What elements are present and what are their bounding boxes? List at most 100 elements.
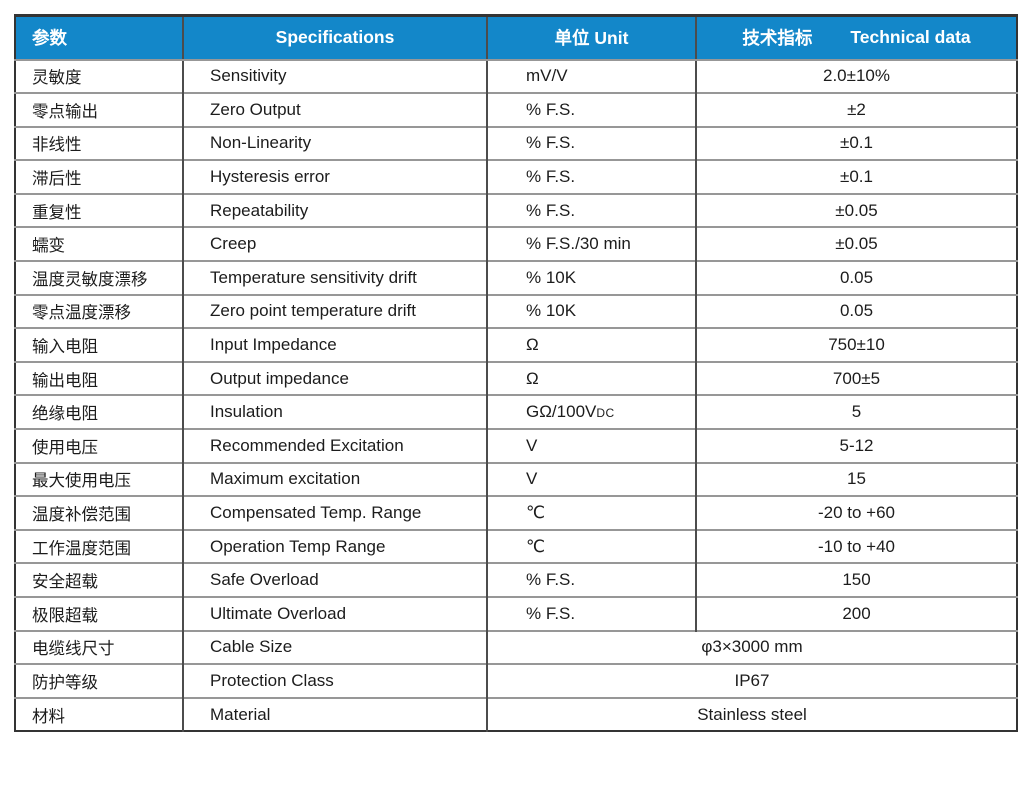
table-row: 极限超载 Ultimate Overload % F.S. 200 <box>15 596 1017 631</box>
header-technical-data: 技术指标 Technical data <box>695 15 1017 61</box>
specification-cell: Protection Class <box>182 663 487 698</box>
unit-cell: % 10K <box>486 293 696 329</box>
table-row: 防护等级 Protection Class IP67 <box>15 663 1017 698</box>
table-header: 参数 Specifications 单位 Unit 技术指标 Technical… <box>15 15 1017 61</box>
parameter-zh-cell: 安全超载 <box>15 562 183 597</box>
specification-cell: Sensitivity <box>182 58 487 94</box>
unit-cell: % F.S. <box>486 125 696 161</box>
table-row: 材料 Material Stainless steel <box>15 696 1017 732</box>
table-row: 最大使用电压 Maximum excitation V 15 <box>15 461 1017 497</box>
specification-cell: Creep <box>182 226 487 262</box>
parameter-zh-cell: 工作温度范围 <box>15 528 183 564</box>
specification-cell: Material <box>182 696 487 732</box>
technical-data-cell: 5-12 <box>695 428 1017 463</box>
header-parameter: 参数 <box>15 15 183 61</box>
table-row: 重复性 Repeatability % F.S. ±0.05 <box>15 192 1017 228</box>
table-row: 输入电阻 Input Impedance Ω 750±10 <box>15 327 1017 362</box>
specification-cell: Repeatability <box>182 192 487 228</box>
table-row: 输出电阻 Output impedance Ω 700±5 <box>15 360 1017 396</box>
unit-cell: % F.S. <box>486 192 696 228</box>
table-body: 灵敏度 Sensitivity mV/V 2.0±10% 零点输出 Zero O… <box>15 58 1017 732</box>
table-row: 滞后性 Hysteresis error % F.S. ±0.1 <box>15 159 1017 194</box>
parameter-zh-cell: 材料 <box>15 696 183 732</box>
parameter-zh-cell: 温度补偿范围 <box>15 495 183 530</box>
merged-value-cell: Stainless steel <box>486 696 1017 732</box>
unit-cell: ℃ <box>486 528 696 564</box>
merged-value-cell: φ3×3000 mm <box>486 629 1017 665</box>
technical-data-cell: 200 <box>695 596 1017 631</box>
table-row: 安全超载 Safe Overload % F.S. 150 <box>15 562 1017 597</box>
parameter-zh-cell: 温度灵敏度漂移 <box>15 260 183 295</box>
technical-data-cell: 2.0±10% <box>695 58 1017 94</box>
table-row: 温度灵敏度漂移 Temperature sensitivity drift % … <box>15 260 1017 295</box>
table-row: 绝缘电阻 Insulation GΩ/100VDC 5 <box>15 394 1017 430</box>
technical-data-cell: ±0.05 <box>695 226 1017 262</box>
unit-cell: Ω <box>486 327 696 362</box>
unit-cell: mV/V <box>486 58 696 94</box>
parameter-zh-cell: 零点输出 <box>15 92 183 127</box>
specification-cell: Safe Overload <box>182 562 487 597</box>
parameter-zh-cell: 蠕变 <box>15 226 183 262</box>
technical-data-cell: 5 <box>695 394 1017 430</box>
unit-cell: % F.S. <box>486 596 696 631</box>
merged-value-cell: IP67 <box>486 663 1017 698</box>
specification-cell: Compensated Temp. Range <box>182 495 487 530</box>
unit-cell: V <box>486 461 696 497</box>
technical-data-cell: 0.05 <box>695 260 1017 295</box>
parameter-zh-cell: 输出电阻 <box>15 360 183 396</box>
technical-data-cell: 750±10 <box>695 327 1017 362</box>
table-row: 温度补偿范围 Compensated Temp. Range ℃ -20 to … <box>15 495 1017 530</box>
technical-data-cell: ±0.1 <box>695 125 1017 161</box>
parameter-zh-cell: 重复性 <box>15 192 183 228</box>
parameter-zh-cell: 输入电阻 <box>15 327 183 362</box>
parameter-zh-cell: 零点温度漂移 <box>15 293 183 329</box>
specification-cell: Zero Output <box>182 92 487 127</box>
technical-data-cell: ±2 <box>695 92 1017 127</box>
header-specifications: Specifications <box>182 15 487 61</box>
parameter-zh-cell: 极限超载 <box>15 596 183 631</box>
specification-cell: Output impedance <box>182 360 487 396</box>
unit-cell: V <box>486 428 696 463</box>
table-row: 非线性 Non-Linearity % F.S. ±0.1 <box>15 125 1017 161</box>
unit-cell: % 10K <box>486 260 696 295</box>
technical-data-cell: 15 <box>695 461 1017 497</box>
parameter-zh-cell: 绝缘电阻 <box>15 394 183 430</box>
table-row: 零点温度漂移 Zero point temperature drift % 10… <box>15 293 1017 329</box>
parameter-zh-cell: 最大使用电压 <box>15 461 183 497</box>
parameter-zh-cell: 电缆线尺寸 <box>15 629 183 665</box>
technical-data-cell: ±0.05 <box>695 192 1017 228</box>
unit-cell: Ω <box>486 360 696 396</box>
unit-cell: % F.S./30 min <box>486 226 696 262</box>
table-header-row: 参数 Specifications 单位 Unit 技术指标 Technical… <box>15 15 1017 61</box>
technical-data-cell: -10 to +40 <box>695 528 1017 564</box>
parameter-zh-cell: 使用电压 <box>15 428 183 463</box>
table-row: 零点输出 Zero Output % F.S. ±2 <box>15 92 1017 127</box>
specification-cell: Recommended Excitation <box>182 428 487 463</box>
specification-cell: Cable Size <box>182 629 487 665</box>
header-technical-data-zh: 技术指标 <box>742 28 813 49</box>
specification-cell: Input Impedance <box>182 327 487 362</box>
unit-cell: % F.S. <box>486 92 696 127</box>
unit-cell: GΩ/100VDC <box>486 394 696 430</box>
parameter-zh-cell: 非线性 <box>15 125 183 161</box>
specification-cell: Operation Temp Range <box>182 528 487 564</box>
technical-data-cell: 700±5 <box>695 360 1017 396</box>
table-row: 电缆线尺寸 Cable Size φ3×3000 mm <box>15 629 1017 665</box>
unit-subscript: DC <box>596 406 615 421</box>
technical-data-cell: 150 <box>695 562 1017 597</box>
parameter-zh-cell: 滞后性 <box>15 159 183 194</box>
header-unit: 单位 Unit <box>486 15 696 61</box>
specification-cell: Temperature sensitivity drift <box>182 260 487 295</box>
specification-cell: Zero point temperature drift <box>182 293 487 329</box>
table-row: 使用电压 Recommended Excitation V 5-12 <box>15 428 1017 463</box>
specification-cell: Insulation <box>182 394 487 430</box>
unit-cell: % F.S. <box>486 159 696 194</box>
parameter-zh-cell: 防护等级 <box>15 663 183 698</box>
technical-data-cell: ±0.1 <box>695 159 1017 194</box>
technical-data-cell: 0.05 <box>695 293 1017 329</box>
table-row: 灵敏度 Sensitivity mV/V 2.0±10% <box>15 58 1017 94</box>
table-row: 蠕变 Creep % F.S./30 min ±0.05 <box>15 226 1017 262</box>
specification-cell: Non-Linearity <box>182 125 487 161</box>
table-row: 工作温度范围 Operation Temp Range ℃ -10 to +40 <box>15 528 1017 564</box>
